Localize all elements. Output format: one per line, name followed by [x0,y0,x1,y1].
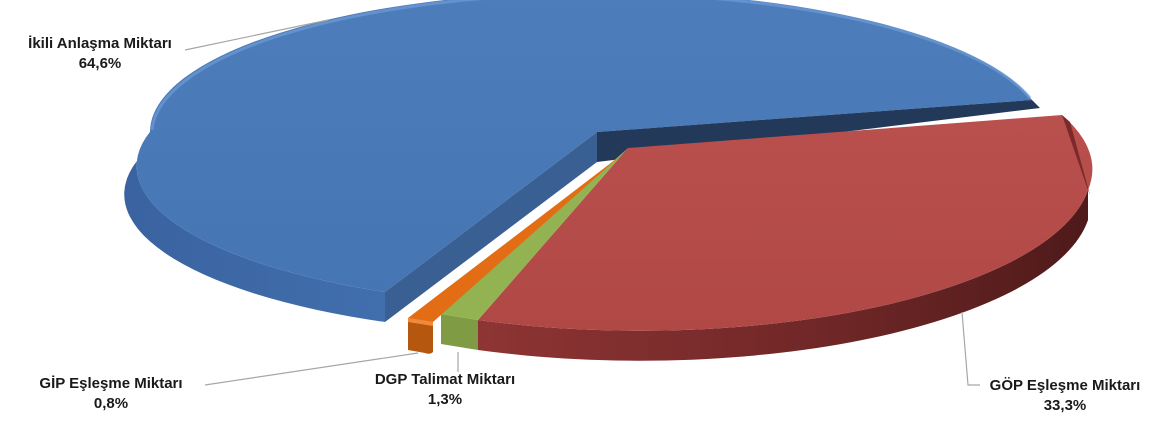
label-gop-eslesme: GÖP Eşleşme Miktarı 33,3% [972,376,1158,416]
leader-line-gop [961,311,980,386]
slice-dgp-talimat-top [441,148,628,320]
label-gop-eslesme-name: GÖP Eşleşme Miktarı [989,377,1141,394]
slice-dgp-talimat [441,148,628,350]
label-ikili-anlasma: İkili Anlaşma Miktarı 64,6% [5,34,195,74]
slice-gop-eslesme-top [478,115,1093,331]
label-dgp-talimat-value: 1,3% [427,391,463,408]
slice-gip-eslesme [408,156,620,354]
slice-gop-eslesme-side [478,190,1088,361]
slice-ikili-anlasma [124,0,1040,323]
slice-dgp-talimat-side [441,314,478,350]
label-gop-eslesme-value: 33,3% [1043,397,1087,414]
slice-ikili-anlasma-top [136,0,1032,292]
slice-gip-eslesme-top [408,156,620,322]
label-ikili-anlasma-name: İkili Anlaşma Miktarı [28,35,172,52]
label-gip-eslesme-name: GİP Eşleşme Miktarı [39,375,183,392]
slice-ikili-anlasma-cut-left [385,132,597,322]
slice-gop-eslesme [478,115,1093,361]
label-gip-eslesme-value: 0,8% [93,395,129,412]
leader-line-ikili [184,19,329,51]
label-gip-eslesme: GİP Eşleşme Miktarı 0,8% [18,374,204,414]
label-dgp-talimat: DGP Talimat Miktarı 1,3% [345,370,545,410]
leader-lines [184,19,980,386]
label-ikili-anlasma-value: 64,6% [78,55,122,72]
label-dgp-talimat-name: DGP Talimat Miktarı [374,371,516,388]
leader-line-gip [204,352,419,386]
slice-gip-eslesme-side [408,318,433,354]
